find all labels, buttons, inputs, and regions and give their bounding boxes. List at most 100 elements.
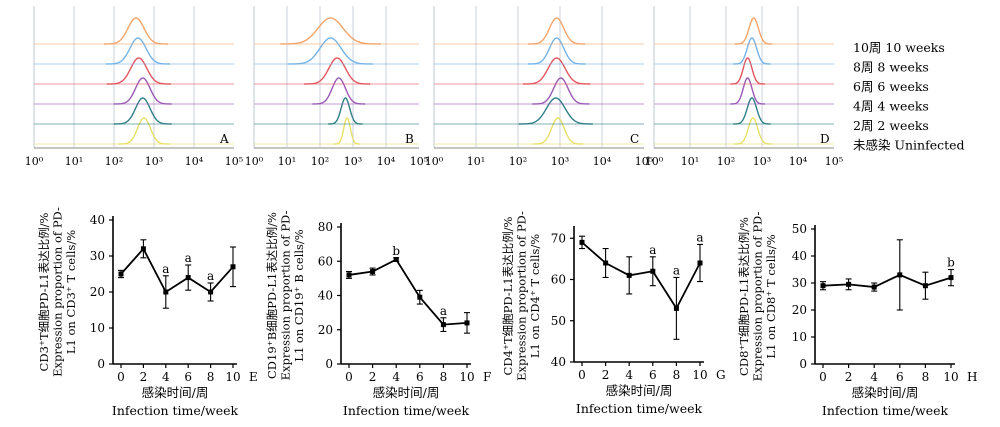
x-tick-label: 0 [578,368,586,382]
x-tick-label: 2 [845,370,853,384]
histogram-peak-8-weeks [733,37,771,65]
y-tick-label: 20 [318,323,333,337]
legend-entry: 2周 2 weeks [853,118,929,133]
x-tick-label: 8 [440,370,448,384]
significance-label: b [392,244,400,258]
histogram-peak-8-weeks [106,37,170,65]
line-panel-f: 0 20 40 60 80 0 2 4 6 8 10 b a F 感染时间/周 Infection time/… [265,211,491,418]
histogram-peak-10-weeks [280,17,381,45]
histogram-peak-2-weeks [328,97,363,125]
y-axis-label-line: L1 on CD19⁺ B cells/% [292,229,306,361]
significance-label: b [947,256,955,270]
histogram-tick-label: 10¹ [467,155,485,168]
x-tick-label: 4 [625,368,633,382]
x-tick-label: 10 [225,370,240,384]
legend-entry: 未感染 Uninfected [853,138,965,153]
data-point [230,264,236,270]
histogram-peak-10-weeks [104,17,168,45]
data-point [118,271,124,277]
y-tick-label: 10 [792,330,807,344]
significance-label: a [185,251,192,265]
x-tick-label: 4 [870,370,878,384]
y-tick-label: 30 [90,249,105,263]
histogram-peak-uninfected [118,117,170,145]
data-point [697,260,703,266]
histogram-peak-2-weeks [733,97,771,125]
histogram-tick-label: 10² [105,155,123,168]
y-tick-label: 40 [551,355,566,369]
histogram-peak-8-weeks [528,37,586,65]
y-axis-label-line: CD19⁺B细胞PD-L1表达比例/% [265,212,279,379]
histogram-tick-label: 10² [509,155,527,168]
panel-letter: E [249,370,258,384]
histogram-tick-label: 10⁵ [825,155,843,168]
y-axis-label-line: Expression proportion of PD- [515,211,529,381]
y-tick-label: 40 [90,213,105,227]
y-tick-label: 0 [97,357,105,371]
y-tick-label: 30 [792,276,807,290]
histogram-tick-label: 10³ [344,155,362,168]
x-axis-label-cn: 感染时间/周 [373,385,440,400]
x-axis-label-en: Infection time/week [112,403,239,418]
histogram-tick-label: 10¹ [681,155,699,168]
histogram-tick-label: 10⁵ [225,155,243,168]
histogram-tick-label: 10⁴ [593,155,612,168]
panel-letter: F [483,370,491,384]
x-tick-label: 0 [819,370,827,384]
data-point [603,260,609,266]
series-line [348,258,468,326]
x-tick-label: 8 [673,368,681,382]
histogram-peak-4-weeks [532,77,590,105]
x-tick-label: 4 [162,370,170,384]
histogram-peak-6-weeks [730,57,765,85]
y-axis-label-line: CD8⁺T细胞PD-L1表达比例/% [737,217,751,376]
y-axis-label: CD3⁺T细胞PD-L1表达比例/% Expression proportion … [37,207,78,377]
y-axis-label-line: CD3⁺T细胞PD-L1表达比例/% [37,212,51,371]
histogram-peak-uninfected [532,117,584,145]
x-tick-label: 2 [140,370,148,384]
y-axis-label-line: L1 on CD8⁺ T cells/% [764,234,778,358]
x-tick-label: 10 [692,368,707,382]
histogram-peak-8-weeks [288,37,373,65]
y-axis-label: CD19⁺B细胞PD-L1表达比例/% Expression proportion… [265,211,306,381]
histogram-tick-label: 10⁰ [245,155,264,168]
histogram-peak-4-weeks [730,77,765,105]
x-tick-label: 10 [459,370,474,384]
histogram-tick-label: 10¹ [278,155,296,168]
y-axis-label-line: Expression proportion of PD- [51,207,65,377]
histogram-peak-6-weeks [523,57,591,85]
y-axis-label-line: Expression proportion of PD- [751,212,765,382]
histogram-tick-label: 10⁴ [185,155,204,168]
histogram-tick-label: 10⁰ [425,155,444,168]
histogram-panel-a: 10⁰ 10¹ 10² 10³ 10⁴ 10⁵ A [25,6,243,168]
x-tick-label: 6 [416,370,424,384]
panel-letter: A [219,132,229,146]
data-point [163,289,169,295]
data-point [871,284,877,290]
panel-letter: D [820,132,830,146]
x-tick-label: 8 [922,370,930,384]
histogram-tick-label: 10³ [753,155,771,168]
series-line [822,273,952,288]
x-tick-label: 4 [392,370,400,384]
data-point [440,322,446,328]
data-point [820,283,826,289]
panel-letter: G [716,368,726,382]
histogram-peak-4-weeks [312,77,366,105]
y-tick-label: 0 [325,357,333,371]
x-axis-label-cn: 感染时间/周 [142,385,209,400]
y-tick-label: 10 [90,321,105,335]
y-axis-label-line: L1 on CD3⁺ T cells/% [64,230,78,354]
x-axis-label-cn: 感染时间/周 [852,385,919,400]
histogram-peak-2-weeks [518,97,593,125]
histogram-tick-label: 10⁰ [25,155,44,168]
y-tick-label: 80 [318,220,333,234]
x-tick-label: 0 [117,370,125,384]
histogram-peak-10-weeks [528,17,586,45]
data-point [346,272,352,278]
histogram-peak-6-weeks [106,57,171,85]
x-tick-label: 8 [207,370,215,384]
y-axis-label-line: Expression proportion of PD- [279,211,293,381]
